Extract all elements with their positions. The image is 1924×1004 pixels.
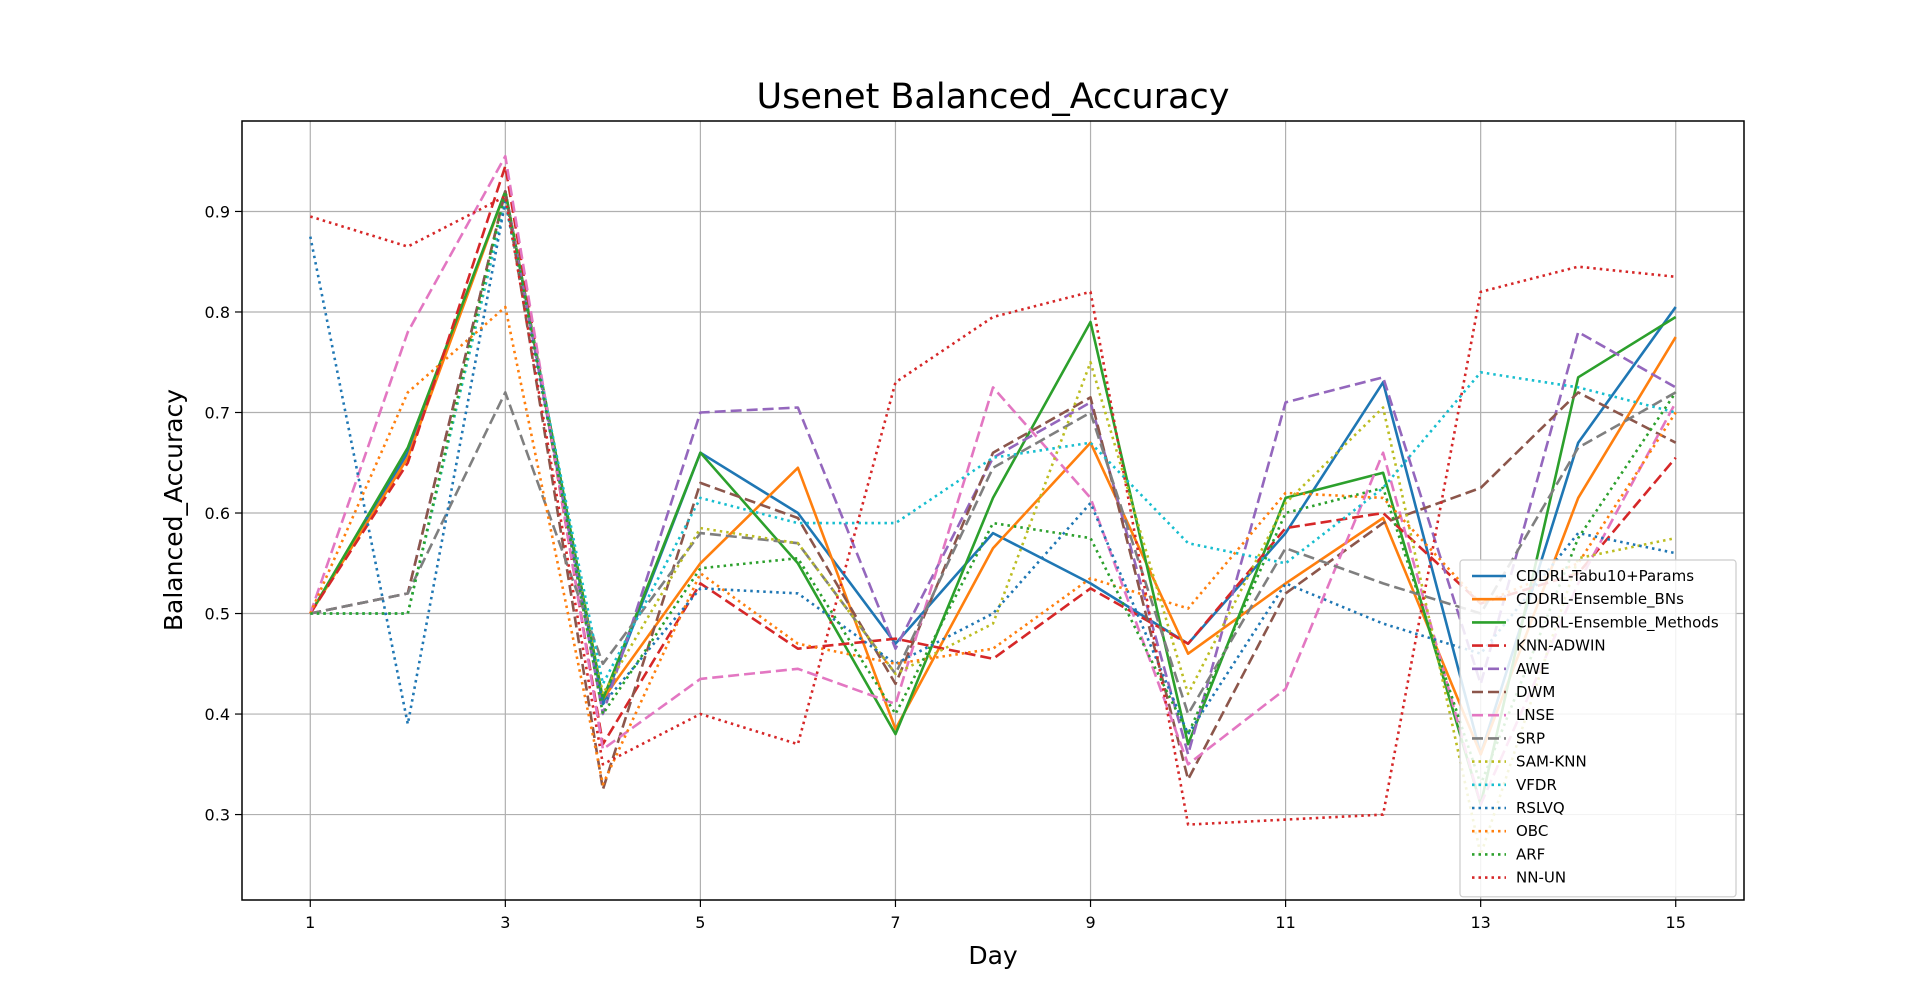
series-line-nn-un <box>309 195 1676 826</box>
legend-label: KNN-ADWIN <box>1516 637 1606 655</box>
series-line-rslvq <box>309 200 1676 736</box>
series-line-sam-knn <box>310 200 1676 857</box>
legend-label: SRP <box>1516 729 1545 747</box>
legend-label: AWE <box>1516 660 1550 678</box>
series-line-obc <box>309 305 1677 786</box>
legend-label: VFDR <box>1516 776 1557 794</box>
x-tick-label: 13 <box>1470 913 1490 932</box>
legend-label: SAM-KNN <box>1516 753 1587 771</box>
y-tick-label: 0.7 <box>205 403 230 422</box>
y-tick-label: 0.6 <box>205 504 230 523</box>
legend-label: CDDRL-Ensemble_Methods <box>1516 613 1719 632</box>
series-line-srp <box>310 391 1677 716</box>
x-tick-label: 11 <box>1275 913 1295 932</box>
x-tick-label: 1 <box>305 913 315 932</box>
series-line-lnse <box>309 154 1677 806</box>
series-line-arf <box>310 190 1677 786</box>
series-line-vfdr <box>310 200 1677 686</box>
legend-label: CDDRL-Ensemble_BNs <box>1516 590 1684 609</box>
y-axis-ticks: 0.3 0.4 0.5 0.6 0.7 0.8 0.9 <box>205 202 242 825</box>
legend-label: LNSE <box>1516 706 1555 724</box>
x-tick-label: 5 <box>695 913 705 932</box>
y-tick-label: 0.9 <box>205 202 230 221</box>
legend-label: OBC <box>1516 822 1548 840</box>
y-tick-label: 0.4 <box>205 705 230 724</box>
y-tick-label: 0.3 <box>205 806 230 825</box>
x-tick-label: 7 <box>890 913 900 932</box>
chart-title: Usenet Balanced_Accuracy <box>756 77 1229 117</box>
legend-box <box>1459 559 1737 898</box>
legend-label: NN-UN <box>1516 869 1566 887</box>
x-axis-ticks: 1 3 5 7 9 11 13 15 <box>305 900 1686 932</box>
x-tick-label: 15 <box>1666 913 1686 932</box>
y-axis-label: Balanced_Accuracy <box>159 389 188 631</box>
legend-label: CDDRL-Tabu10+Params <box>1516 567 1694 585</box>
plot-frame <box>241 120 1745 901</box>
y-tick-label: 0.5 <box>205 605 230 624</box>
legend-label: ARF <box>1516 845 1545 863</box>
x-tick-label: 3 <box>500 913 510 932</box>
series-layer <box>309 154 1677 857</box>
legend: CDDRL-Tabu10+Params CDDRL-Ensemble_BNs CDD… <box>1459 559 1737 898</box>
legend-label: DWM <box>1516 683 1555 701</box>
legend-label: RSLVQ <box>1516 799 1565 817</box>
x-axis-label: Day <box>968 941 1018 970</box>
x-tick-label: 9 <box>1085 913 1095 932</box>
series-line-dwm <box>310 190 1677 791</box>
y-tick-label: 0.8 <box>205 303 230 322</box>
series-line-knn-adwin <box>309 164 1677 746</box>
